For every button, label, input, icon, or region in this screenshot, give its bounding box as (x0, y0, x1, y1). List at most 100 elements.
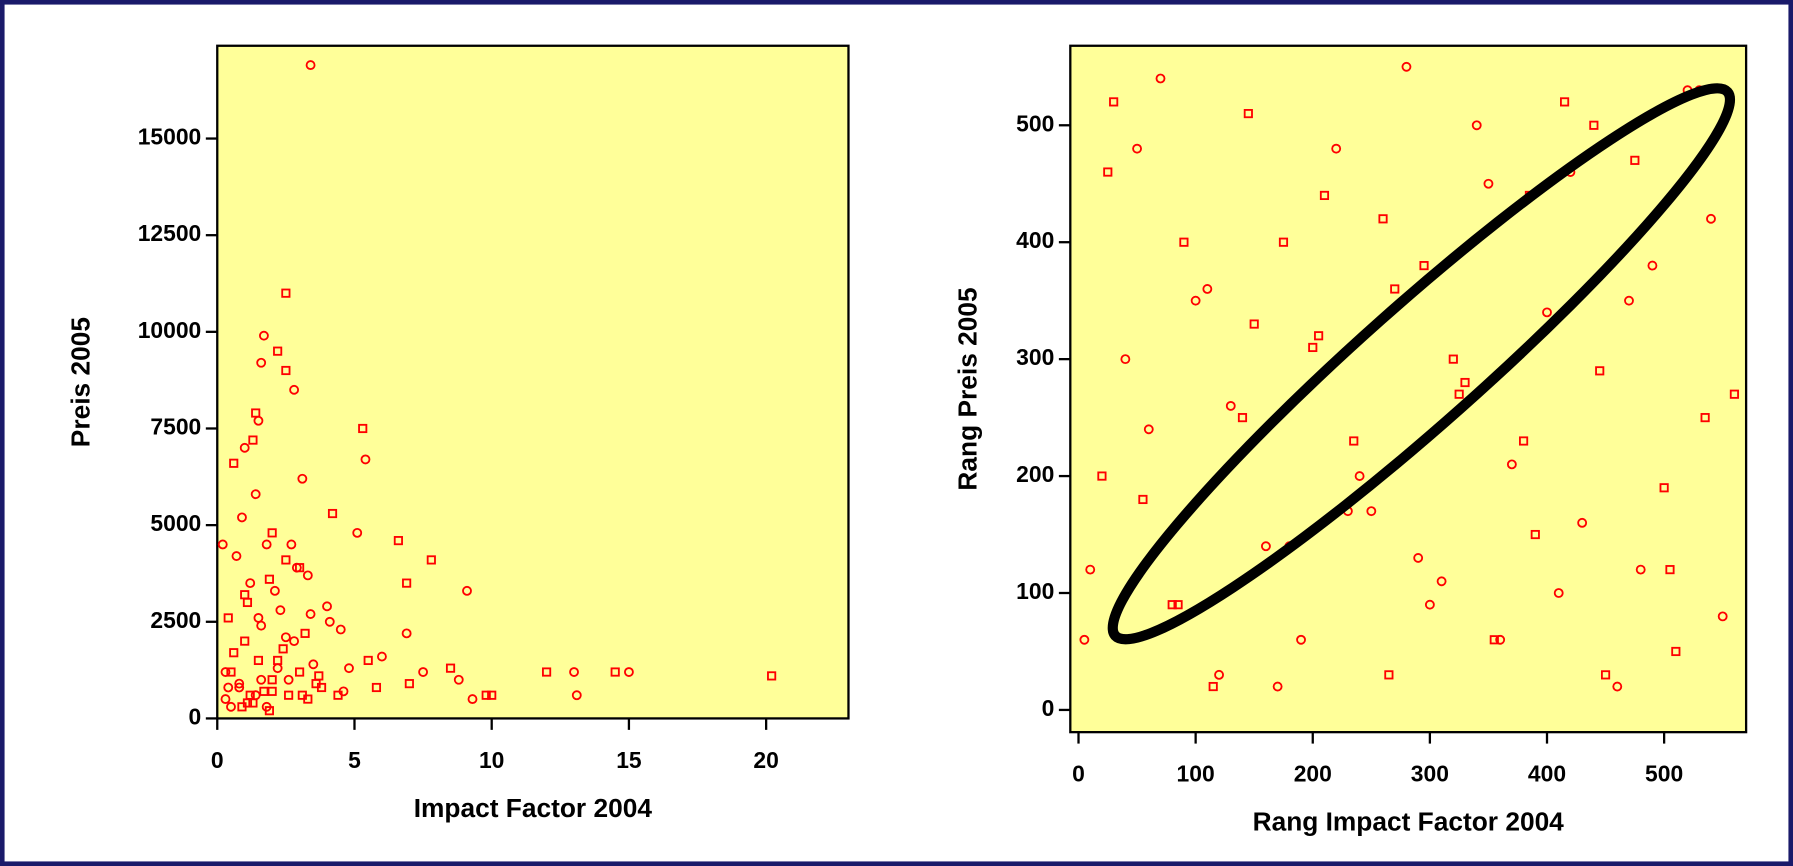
point (1717, 611, 1728, 622)
x-tick-label: 5 (348, 747, 361, 773)
point (327, 508, 338, 519)
point (1249, 319, 1259, 329)
point (256, 674, 267, 685)
ellipse-annotation (1107, 83, 1736, 645)
point (286, 539, 297, 550)
point (571, 690, 582, 701)
point (1577, 517, 1588, 528)
point (1132, 143, 1142, 154)
point (377, 651, 387, 662)
point (1260, 541, 1271, 552)
point (289, 384, 300, 395)
point (289, 636, 300, 647)
x-axis-title: Impact Factor 2004 (414, 793, 653, 823)
point (1097, 471, 1107, 481)
point (259, 330, 269, 341)
point (453, 674, 464, 685)
point (229, 648, 239, 658)
point (234, 678, 245, 689)
point (264, 574, 274, 584)
point (295, 563, 305, 573)
x-tick-label: 0 (211, 747, 224, 773)
point (1143, 424, 1154, 435)
point (1700, 413, 1710, 423)
y-tick-label: 100 (1016, 578, 1054, 604)
point (278, 644, 288, 654)
point (1624, 295, 1634, 306)
point (1214, 669, 1224, 680)
point (273, 346, 283, 356)
point (1612, 681, 1623, 692)
point (1665, 565, 1675, 575)
y-tick-label: 5000 (150, 510, 201, 536)
point (248, 435, 258, 445)
point (267, 675, 277, 685)
y-tick-label: 400 (1016, 227, 1054, 253)
point (363, 655, 373, 666)
point (1378, 214, 1388, 224)
y-tick-label: 2500 (150, 607, 201, 633)
point (487, 690, 497, 700)
point (1589, 120, 1599, 130)
point (253, 415, 264, 426)
point (404, 679, 414, 689)
point (1436, 576, 1447, 587)
point (226, 667, 236, 677)
point (281, 555, 291, 565)
point (1630, 155, 1640, 165)
x-tick-label: 0 (1072, 761, 1085, 787)
point (1237, 413, 1248, 423)
x-tick-label: 20 (753, 747, 778, 773)
point (418, 667, 429, 677)
point (1308, 342, 1318, 353)
point (1495, 634, 1506, 645)
point (1560, 97, 1570, 107)
point (344, 663, 354, 674)
point (256, 357, 267, 368)
point (300, 628, 310, 638)
point (1419, 261, 1429, 271)
point (223, 613, 233, 623)
point (1109, 97, 1119, 107)
y-tick-label: 0 (189, 703, 202, 729)
point (1729, 389, 1739, 399)
y-tick-label: 0 (1042, 695, 1055, 721)
point (1401, 61, 1412, 72)
x-tick-label: 400 (1528, 761, 1566, 787)
point (283, 674, 294, 685)
point (1706, 213, 1716, 224)
point (284, 690, 294, 700)
point (1413, 553, 1424, 563)
x-tick-label: 10 (479, 747, 504, 773)
point (250, 489, 261, 500)
point (401, 628, 412, 639)
point (1243, 109, 1253, 119)
point (253, 612, 264, 623)
point (358, 423, 368, 434)
point (1314, 331, 1324, 341)
point (1138, 494, 1148, 505)
point (267, 528, 277, 538)
point (322, 601, 332, 612)
point (1349, 436, 1359, 446)
point (1120, 354, 1131, 365)
point (1595, 366, 1605, 376)
point (1296, 634, 1306, 645)
point (1354, 471, 1365, 481)
point (1519, 436, 1529, 446)
point (610, 667, 620, 677)
point (371, 682, 382, 693)
y-tick-label: 7500 (150, 414, 201, 440)
point (1079, 634, 1090, 645)
point (261, 539, 272, 550)
point (1384, 670, 1394, 680)
point (234, 682, 245, 693)
point (303, 694, 313, 704)
point (352, 527, 363, 538)
y-tick-label: 10000 (138, 317, 202, 343)
point (1460, 377, 1470, 388)
point (295, 667, 305, 677)
point (1366, 506, 1377, 517)
point (220, 667, 231, 677)
